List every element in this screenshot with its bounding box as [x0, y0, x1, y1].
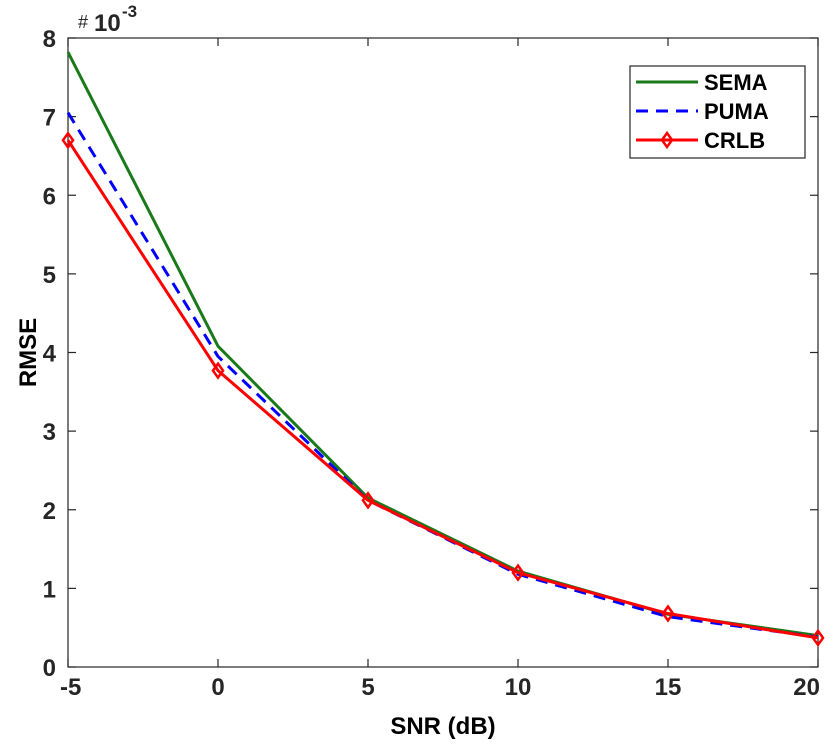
y-axis-label: RMSE	[15, 318, 42, 387]
x-tick-label: 15	[655, 674, 682, 701]
legend-label-sema: SEMA	[704, 70, 768, 95]
legend-label-puma: PUMA	[704, 99, 769, 124]
x-tick-label: 10	[505, 674, 532, 701]
y-tick-label: 6	[43, 183, 56, 210]
y-tick-label: 8	[43, 26, 56, 53]
data-point-crlb	[211, 361, 225, 380]
data-point-crlb	[511, 563, 525, 582]
multiplier-exponent: -3	[122, 2, 137, 21]
legend-marker-crlb	[660, 130, 674, 150]
y-tick-label: 2	[43, 498, 56, 525]
data-point-crlb	[661, 604, 675, 623]
axis-ticks	[67, 37, 819, 668]
y-axis-multiplier: # 10 -3	[78, 2, 137, 37]
series-line-puma	[66, 111, 819, 639]
data-point-crlb	[811, 628, 825, 648]
multiplier-hash: #	[78, 12, 88, 32]
y-tick-label: 0	[43, 655, 56, 682]
data-point-crlb	[361, 491, 375, 510]
multiplier-base: 10	[94, 10, 121, 37]
y-tick-label: 3	[43, 419, 56, 446]
series-line-crlb	[66, 139, 819, 640]
series-markers	[61, 131, 825, 648]
x-tick-label: -5	[60, 674, 81, 701]
legend: SEMA PUMA CRLB	[629, 65, 806, 159]
legend-label-crlb: CRLB	[704, 128, 765, 153]
x-tick-label: 20	[793, 674, 820, 701]
y-tick-label: 1	[43, 576, 56, 603]
y-tick-label: 5	[43, 262, 56, 289]
x-tick-label: 5	[361, 674, 374, 701]
x-axis-label: SNR (dB)	[390, 713, 495, 740]
series-lines	[66, 51, 819, 640]
y-tick-label: 4	[43, 341, 57, 368]
data-point-crlb	[61, 131, 75, 150]
y-tick-label: 7	[43, 105, 56, 132]
x-tick-label: 0	[211, 674, 224, 701]
